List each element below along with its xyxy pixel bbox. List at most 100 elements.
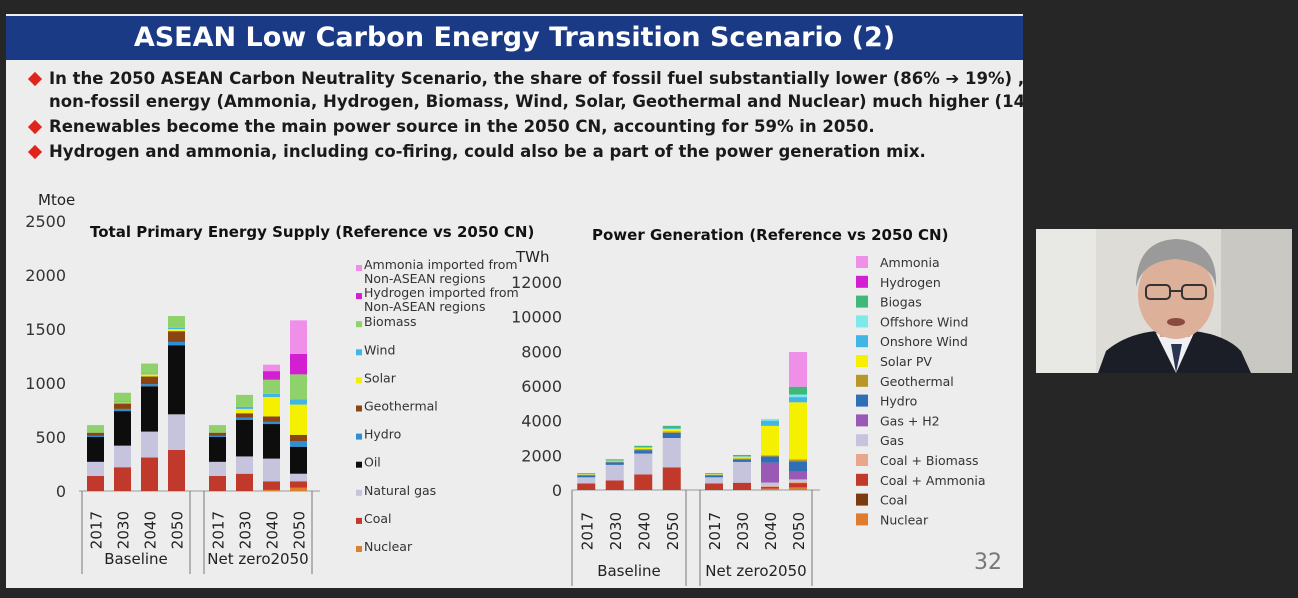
bar-segment — [634, 445, 653, 448]
x-tick-label: 2040 — [762, 512, 780, 550]
bar-segment — [290, 473, 307, 482]
legend-swatch — [856, 493, 868, 506]
y-tick-label: 12000 — [511, 273, 562, 292]
bar-segment — [705, 473, 723, 475]
bar-segment — [263, 393, 280, 398]
legend-label: Natural gas — [364, 483, 436, 498]
legend-label: Offshore Wind — [880, 314, 968, 329]
bar-segment — [634, 447, 653, 450]
bar-segment — [789, 482, 807, 484]
group-label: Net zero2050 — [207, 550, 308, 568]
legend-label: Nuclear — [364, 539, 413, 554]
bar-segment — [577, 483, 596, 490]
bar-segment — [789, 402, 807, 460]
legend-swatch — [356, 489, 362, 496]
bar-segment — [733, 461, 751, 483]
legend-label: Geothermal — [364, 399, 438, 414]
bar-segment — [141, 373, 158, 375]
bar-segment — [209, 461, 226, 476]
bar-segment — [236, 406, 253, 409]
bar-segment — [290, 399, 307, 405]
slide: ASEAN Low Carbon Energy Transition Scena… — [6, 14, 1023, 588]
bar-segment — [168, 331, 185, 342]
y-tick-label: 0 — [56, 482, 66, 501]
bar-segment — [733, 454, 751, 457]
bar-segment — [662, 427, 681, 429]
bar-segment — [263, 424, 280, 459]
bar-segment — [87, 461, 104, 476]
bar-segment — [789, 394, 807, 398]
bar-segment — [263, 371, 280, 380]
legend-swatch — [856, 315, 868, 328]
bar-segment — [789, 459, 807, 462]
bar-segment — [168, 329, 185, 332]
bar-segment — [290, 434, 307, 442]
bar-segment — [634, 450, 653, 454]
bar-segment — [263, 458, 280, 482]
bar-segment — [789, 471, 807, 480]
bar-segment — [168, 449, 185, 491]
bar-segment — [290, 320, 307, 354]
bar-segment — [290, 404, 307, 435]
bar-segment — [761, 486, 779, 489]
bar-segment — [209, 425, 226, 433]
x-tick-label: 2017 — [88, 511, 106, 549]
bullet-1-line-1: In the 2050 ASEAN Carbon Neutrality Scen… — [49, 69, 1023, 88]
bar-segment — [577, 473, 596, 475]
slide-title: ASEAN Low Carbon Energy Transition Scena… — [6, 16, 1023, 60]
legend-label: Wind — [364, 342, 395, 357]
bar-segment — [168, 341, 185, 346]
bar-segment — [114, 401, 131, 403]
bar-segment — [263, 379, 280, 394]
legend-swatch — [356, 517, 362, 524]
legend-label: Biogas — [880, 295, 922, 310]
bar-segment — [761, 420, 779, 426]
legend-swatch — [856, 275, 868, 288]
legend-label: Hydro — [880, 394, 917, 409]
legend-swatch — [356, 293, 362, 300]
webcam-video — [1036, 229, 1292, 373]
bar-segment — [605, 460, 624, 462]
bar-segment — [577, 474, 596, 476]
bar-segment — [705, 475, 723, 478]
x-tick-label: 2030 — [237, 511, 255, 549]
bar-segment — [577, 477, 596, 484]
y-tick-label: 1000 — [25, 374, 66, 393]
bar-segment — [290, 441, 307, 447]
bar-segment — [236, 413, 253, 418]
bar-segment — [605, 462, 624, 465]
bar-segment — [236, 417, 253, 420]
bar-segment — [87, 435, 104, 437]
legend-label: Nuclear — [880, 512, 929, 527]
legend-label: Gas — [880, 433, 904, 448]
slide-number: 32 — [974, 550, 1002, 575]
legend-label: Oil — [364, 455, 381, 470]
bar-segment — [114, 467, 131, 491]
bar-segment — [263, 397, 280, 417]
presenter-video-icon — [1036, 229, 1292, 373]
x-tick-label: 2030 — [734, 512, 752, 550]
x-tick-label: 2050 — [790, 512, 808, 550]
x-tick-label: 2017 — [210, 511, 228, 549]
legend-swatch — [356, 377, 362, 384]
bullet-1-line-2: non-fossil energy (Ammonia, Hydrogen, Bi… — [49, 92, 1023, 111]
bar-segment — [290, 446, 307, 474]
bullet-3: Hydrogen and ammonia, including co-firin… — [26, 140, 926, 163]
bar-segment — [789, 487, 807, 490]
bar-segment — [263, 489, 280, 491]
bullet-3-text: Hydrogen and ammonia, including co-firin… — [49, 142, 926, 161]
legend-swatch — [856, 434, 868, 447]
bar-segment — [733, 456, 751, 459]
bar-segment — [263, 364, 280, 372]
legend-swatch — [856, 414, 868, 427]
bar-segment — [662, 425, 681, 428]
bar-segment — [705, 474, 723, 476]
legend-swatch — [356, 405, 362, 412]
legend-swatch — [356, 321, 362, 328]
bar-segment — [141, 374, 158, 377]
bar-segment — [605, 461, 624, 463]
y-tick-label: 2000 — [521, 446, 562, 465]
legend-swatch — [856, 513, 868, 526]
x-tick-label: 2040 — [635, 512, 653, 550]
legend-swatch — [856, 454, 868, 466]
